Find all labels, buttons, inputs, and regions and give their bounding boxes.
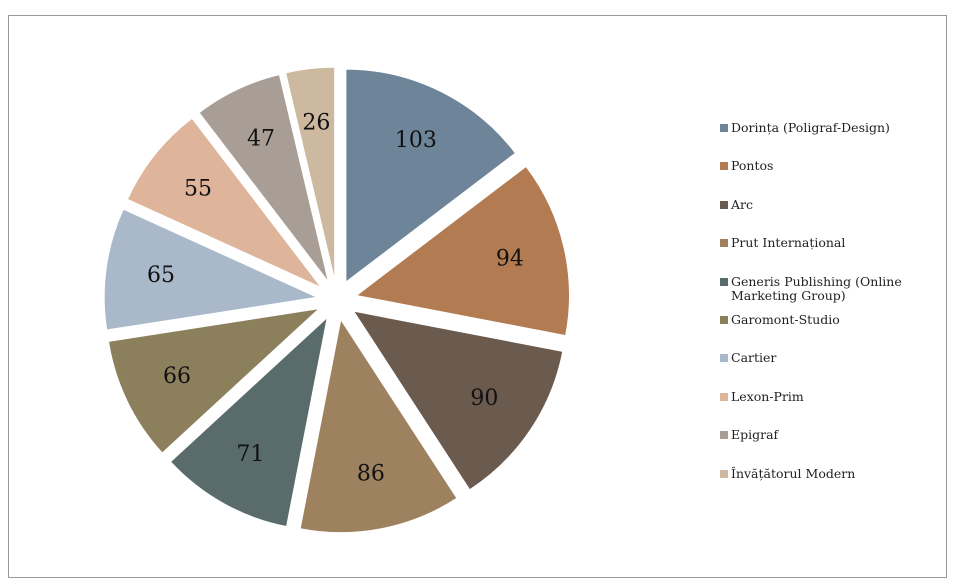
legend-swatch	[720, 431, 728, 440]
pie-slice	[126, 117, 322, 288]
legend-item: Epigraf	[720, 428, 931, 442]
data-label: 47	[247, 126, 275, 151]
data-label: 66	[163, 364, 191, 389]
legend-swatch	[720, 316, 728, 324]
legend-item: Garomont-Studio	[720, 313, 931, 327]
legend-label: Prut Internațional	[731, 235, 846, 251]
legend-swatch	[720, 239, 728, 248]
data-label: 71	[236, 442, 264, 467]
data-label: 26	[302, 111, 330, 136]
legend-swatch	[720, 469, 728, 478]
legend-item: Cartier	[720, 351, 931, 365]
legend-label: Garomont-Studio	[731, 312, 840, 327]
pie-slice	[169, 316, 329, 528]
legend-item: Învățătorul Modern	[720, 465, 931, 481]
legend-item: Arc	[720, 196, 931, 212]
pie-slice	[285, 66, 336, 281]
pie-slice	[345, 68, 517, 284]
data-label: 55	[184, 176, 212, 201]
legend-label: Generis Publishing (Online Marketing Gro…	[731, 273, 902, 303]
data-label: 65	[147, 263, 175, 288]
legend-swatch	[720, 124, 728, 132]
legend-swatch	[720, 392, 728, 401]
legend-item: Prut Internațional	[720, 236, 931, 250]
pie-slice	[103, 208, 319, 331]
legend-item: Dorința (Poligraf-Design)	[720, 121, 931, 135]
legend-label: Arc	[731, 196, 754, 212]
pie-slice	[107, 307, 321, 454]
legend-item: Generis Publishing (Online Marketing Gro…	[720, 273, 931, 303]
legend-item: Lexon-Prim	[720, 388, 931, 404]
legend-item: Pontos	[720, 159, 931, 173]
data-label: 86	[357, 461, 385, 486]
legend-swatch	[720, 277, 728, 286]
legend-label: Lexon-Prim	[731, 388, 804, 404]
legend-label: Pontos	[731, 158, 774, 174]
data-label: 90	[470, 386, 498, 411]
data-label: 103	[395, 128, 437, 153]
pie-slice	[355, 165, 570, 337]
legend-label: Dorința (Poligraf-Design)	[731, 120, 890, 135]
legend-swatch	[720, 354, 728, 363]
pie-slice	[352, 310, 564, 491]
legend-label: Cartier	[731, 350, 777, 366]
pie-slice	[198, 74, 329, 283]
data-label: 94	[496, 246, 524, 271]
legend-label: Epigraf	[731, 427, 779, 443]
pie-slice	[299, 318, 458, 534]
legend-swatch	[720, 162, 728, 171]
legend-swatch	[720, 200, 728, 209]
legend-label: Învățătorul Modern	[731, 465, 856, 481]
